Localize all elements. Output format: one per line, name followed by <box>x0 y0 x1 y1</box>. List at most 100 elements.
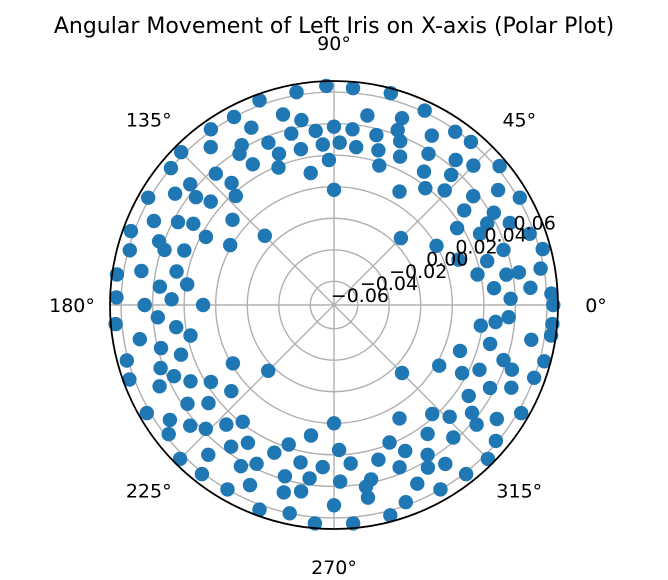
data-point <box>326 182 342 197</box>
axis-labels: 0° 45° 90° 135° 180° 225° 270° 315° −0.06−0.04−0… <box>49 33 607 579</box>
data-point <box>438 456 453 472</box>
data-point <box>123 223 139 239</box>
data-point <box>533 261 548 276</box>
data-point <box>224 175 239 191</box>
data-point <box>449 220 465 236</box>
theta-tick-label: 45° <box>502 110 536 132</box>
data-point <box>170 214 186 230</box>
data-point <box>180 396 195 411</box>
data-point <box>151 234 167 249</box>
data-point <box>203 194 218 209</box>
data-point <box>326 119 342 134</box>
data-point <box>392 460 407 475</box>
data-point <box>472 226 488 241</box>
data-point <box>183 418 198 433</box>
data-point <box>319 78 334 94</box>
data-point <box>223 237 238 253</box>
theta-tick-label: 225° <box>126 480 172 502</box>
data-point <box>398 443 413 459</box>
data-point <box>119 353 134 368</box>
data-point <box>146 213 162 229</box>
data-point <box>153 360 168 376</box>
data-point <box>162 412 178 428</box>
data-point <box>333 474 348 489</box>
data-point <box>522 226 537 241</box>
data-point <box>394 111 410 126</box>
data-point <box>504 362 520 377</box>
data-point <box>271 146 287 161</box>
data-point <box>470 267 485 282</box>
data-point <box>496 352 511 368</box>
data-point <box>183 374 198 389</box>
data-point <box>444 167 459 183</box>
data-point <box>442 409 457 424</box>
scatter-points <box>108 78 561 531</box>
data-point <box>169 320 184 335</box>
data-point <box>252 93 267 108</box>
data-point <box>420 426 435 442</box>
data-point <box>502 215 517 231</box>
data-point <box>134 263 149 279</box>
radial-gridline <box>309 280 359 330</box>
data-point <box>418 181 433 196</box>
data-point <box>281 437 296 452</box>
data-point <box>271 160 286 175</box>
data-point <box>326 416 342 431</box>
data-point <box>420 447 435 462</box>
data-point <box>480 451 496 467</box>
data-point <box>489 411 504 427</box>
data-point <box>392 184 407 199</box>
data-point <box>132 332 147 347</box>
data-point <box>446 430 461 445</box>
data-point <box>315 459 330 475</box>
theta-gridline <box>175 304 335 464</box>
data-point <box>394 365 410 381</box>
data-point <box>167 186 183 201</box>
data-point <box>152 279 168 294</box>
r-tick-label: −0.02 <box>389 261 447 283</box>
data-point <box>535 241 550 257</box>
data-point <box>501 310 516 325</box>
data-point <box>186 216 201 231</box>
data-point <box>496 242 511 258</box>
data-point <box>233 459 249 474</box>
data-point <box>482 380 498 396</box>
data-point <box>161 427 176 442</box>
data-point <box>448 152 463 168</box>
data-point <box>139 405 154 421</box>
data-point <box>454 365 470 381</box>
data-point <box>166 369 182 384</box>
data-point <box>203 374 219 390</box>
theta-gridline <box>333 304 493 464</box>
data-point <box>224 384 239 399</box>
data-point <box>201 395 216 411</box>
theta-gridline <box>175 146 335 306</box>
data-point <box>225 356 241 371</box>
polar-frame <box>109 80 559 530</box>
data-point <box>398 495 413 510</box>
data-point <box>488 314 503 330</box>
data-point <box>244 120 259 135</box>
data-point <box>486 205 501 220</box>
data-point <box>226 109 242 125</box>
data-point <box>308 123 323 139</box>
data-point <box>382 435 397 450</box>
data-point <box>392 411 407 426</box>
data-point <box>425 406 440 422</box>
data-point <box>150 310 165 325</box>
theta-tick-label: 90° <box>317 33 351 55</box>
data-point <box>464 405 480 420</box>
data-point <box>452 343 468 359</box>
theta-tick-label: 180° <box>49 295 95 317</box>
data-point <box>393 134 408 149</box>
data-point <box>499 267 514 282</box>
data-point <box>198 229 214 245</box>
data-point <box>490 182 506 198</box>
data-point <box>372 158 387 173</box>
data-point <box>371 143 386 158</box>
data-point <box>466 158 481 173</box>
data-point <box>420 460 436 475</box>
theta-tick-label: 315° <box>496 480 542 502</box>
data-point <box>183 328 198 343</box>
